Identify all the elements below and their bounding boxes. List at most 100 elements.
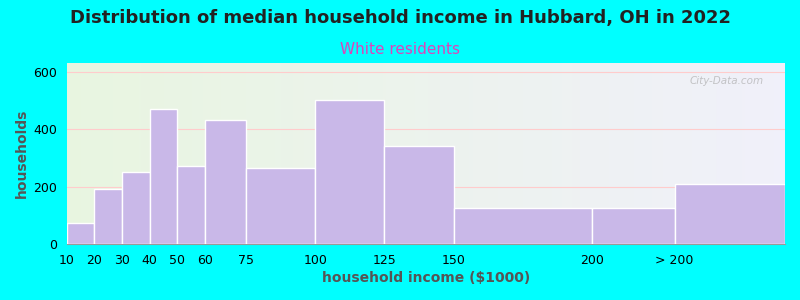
Bar (278, 63, 282, 244)
Bar (555, 63, 558, 244)
Bar (94, 190, 122, 244)
Bar (124, 63, 128, 244)
Bar (713, 63, 717, 244)
Bar (150, 109, 178, 244)
Bar (573, 63, 577, 244)
Bar (382, 63, 386, 244)
Bar (602, 63, 606, 244)
Bar (433, 63, 437, 244)
Bar (577, 63, 580, 244)
Bar (186, 63, 189, 244)
Bar (135, 63, 138, 244)
Bar (494, 63, 498, 244)
Bar (663, 63, 666, 244)
Bar (782, 63, 785, 244)
Bar (385, 146, 454, 244)
Bar (498, 63, 502, 244)
Bar (558, 63, 562, 244)
Bar (609, 63, 613, 244)
Bar (261, 63, 264, 244)
Bar (369, 63, 372, 244)
Bar (526, 63, 530, 244)
Bar (189, 63, 193, 244)
Bar (114, 63, 117, 244)
Bar (519, 63, 523, 244)
Bar (767, 63, 770, 244)
Bar (182, 63, 186, 244)
Bar (642, 63, 645, 244)
Bar (770, 63, 774, 244)
Bar (196, 63, 200, 244)
Bar (720, 63, 724, 244)
Bar (350, 63, 354, 244)
Bar (717, 63, 720, 244)
Bar (512, 63, 516, 244)
Bar (164, 63, 167, 244)
Bar (235, 63, 239, 244)
Bar (300, 63, 304, 244)
Bar (257, 63, 261, 244)
Bar (203, 63, 207, 244)
Bar (178, 167, 205, 244)
Bar (404, 63, 408, 244)
Bar (264, 63, 268, 244)
Bar (702, 63, 706, 244)
Bar (444, 63, 447, 244)
Bar (397, 63, 401, 244)
Bar (376, 63, 379, 244)
Bar (480, 63, 483, 244)
Bar (92, 63, 95, 244)
Bar (128, 63, 131, 244)
Bar (242, 63, 246, 244)
Bar (314, 63, 318, 244)
Bar (763, 63, 767, 244)
Bar (490, 63, 494, 244)
Bar (592, 208, 674, 244)
Bar (538, 63, 541, 244)
Bar (66, 223, 94, 244)
Bar (343, 63, 347, 244)
Bar (476, 63, 480, 244)
Bar (117, 63, 121, 244)
Bar (570, 63, 573, 244)
Bar (487, 63, 490, 244)
Bar (724, 63, 727, 244)
Bar (760, 63, 763, 244)
Bar (616, 63, 620, 244)
Bar (66, 63, 70, 244)
Bar (548, 63, 551, 244)
Bar (178, 63, 182, 244)
Bar (418, 63, 422, 244)
Bar (336, 63, 340, 244)
Bar (778, 63, 782, 244)
Bar (454, 208, 592, 244)
Bar (530, 63, 534, 244)
Bar (246, 168, 315, 244)
Bar (138, 63, 142, 244)
Bar (623, 63, 627, 244)
Bar (386, 63, 390, 244)
Bar (523, 63, 526, 244)
Bar (95, 63, 99, 244)
Bar (307, 63, 311, 244)
Bar (620, 63, 623, 244)
Bar (142, 63, 146, 244)
Bar (297, 63, 300, 244)
Bar (282, 63, 286, 244)
Bar (218, 63, 221, 244)
Bar (171, 63, 174, 244)
Bar (706, 63, 710, 244)
Bar (638, 63, 642, 244)
Bar (437, 63, 440, 244)
Bar (160, 63, 164, 244)
Bar (584, 63, 587, 244)
Bar (88, 63, 92, 244)
Bar (329, 63, 333, 244)
Bar (379, 63, 382, 244)
Bar (99, 63, 102, 244)
Bar (207, 63, 210, 244)
Bar (110, 63, 114, 244)
Bar (157, 63, 160, 244)
Bar (354, 63, 358, 244)
Bar (469, 63, 473, 244)
